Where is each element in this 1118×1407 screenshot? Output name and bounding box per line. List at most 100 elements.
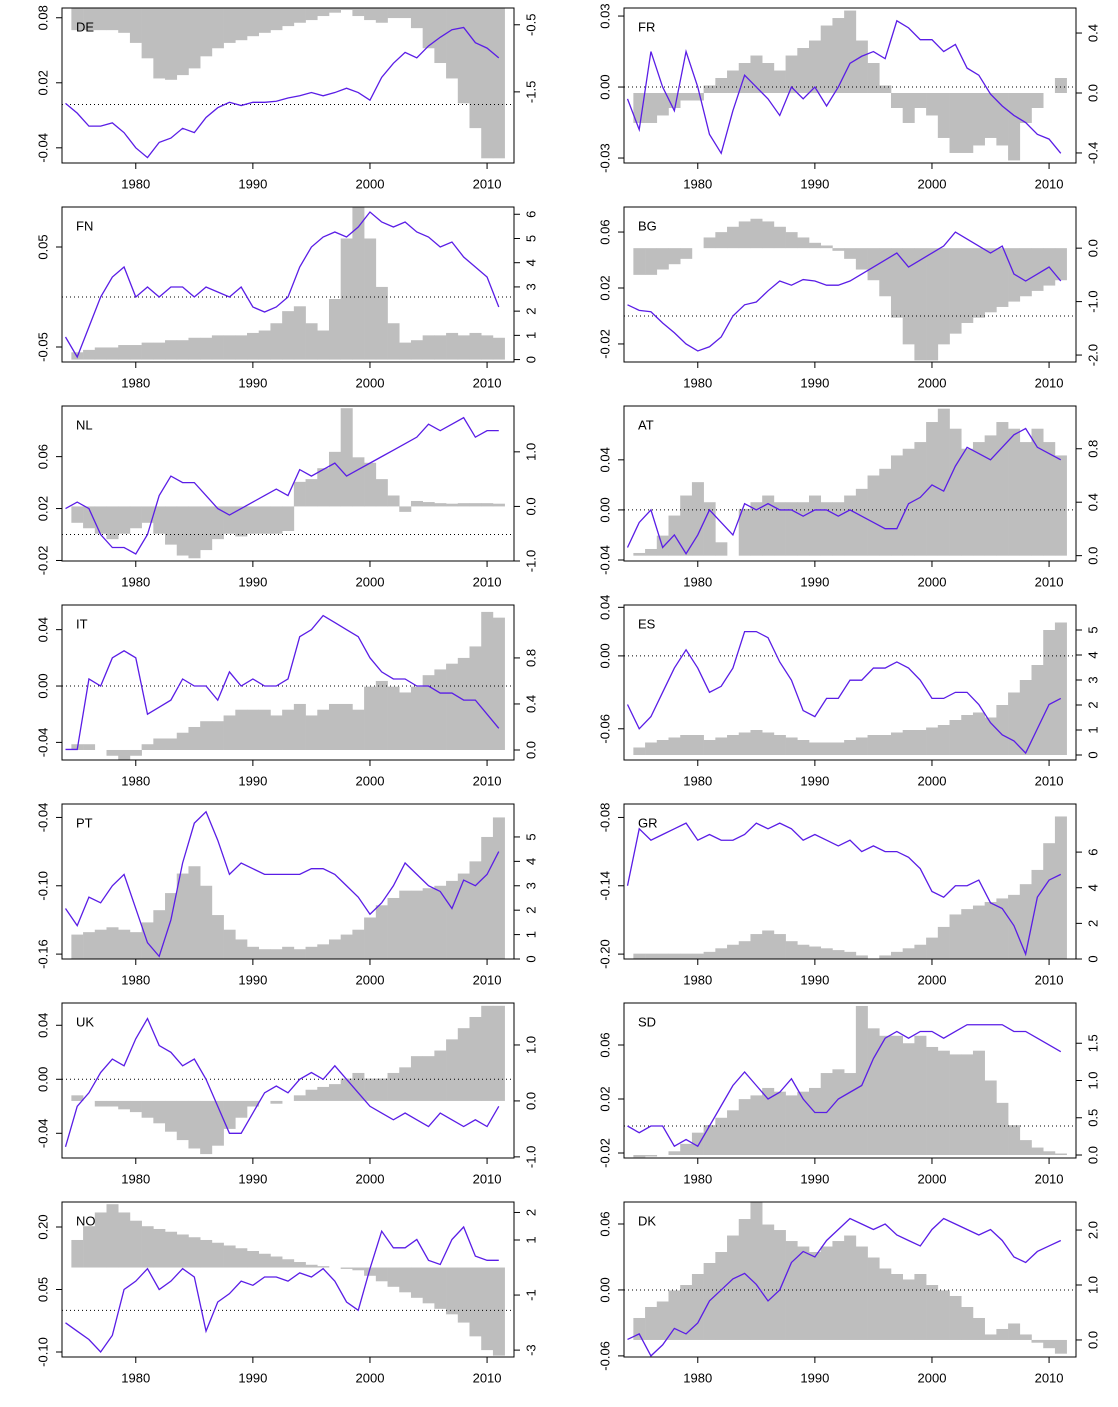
bar [118, 1100, 131, 1110]
bar [410, 1056, 423, 1101]
bar [633, 92, 646, 123]
bar [118, 929, 131, 959]
y-tick-label: 0.04 [597, 595, 612, 620]
y2-tick-label: 4 [1085, 884, 1100, 891]
line [64, 810, 500, 958]
y-tick-label: 0.05 [35, 234, 50, 259]
bar [282, 1259, 295, 1268]
bar [106, 927, 119, 959]
bar [270, 1256, 283, 1268]
bar [83, 506, 96, 529]
bar [457, 335, 470, 360]
bar [235, 709, 248, 750]
y-tick-label: -0.02 [597, 329, 612, 359]
bar [984, 92, 997, 138]
y2-tick-label: 0.0 [1085, 1331, 1100, 1349]
bar [340, 238, 353, 360]
bar [317, 709, 330, 750]
bar [738, 221, 751, 249]
bar [200, 1100, 213, 1155]
bar [1019, 92, 1032, 123]
bar [727, 1110, 740, 1156]
bar [633, 953, 646, 959]
bar [188, 1100, 201, 1149]
bar [223, 8, 236, 43]
bar [914, 92, 927, 108]
bar [176, 1234, 189, 1268]
bar [317, 8, 330, 17]
bar [352, 1072, 365, 1101]
bar [1008, 248, 1021, 302]
bar [387, 495, 400, 507]
bar [984, 1080, 997, 1156]
bar [937, 1290, 950, 1340]
y2-tick-label: 1.0 [1085, 1276, 1100, 1294]
bar [750, 730, 763, 755]
bar [773, 502, 786, 556]
bar [879, 1035, 892, 1156]
y2-tick-label: -1 [523, 1289, 538, 1301]
bar [387, 897, 400, 959]
bar [961, 909, 974, 959]
bar [153, 8, 166, 79]
bar [340, 1267, 353, 1269]
bar [680, 953, 693, 959]
bar [949, 720, 962, 755]
bar [984, 1334, 997, 1340]
x-tick-label: 2010 [473, 1370, 502, 1385]
y-tick-label: -0.04 [35, 133, 50, 163]
bar [247, 1251, 260, 1268]
bar [715, 542, 728, 556]
y-tick-label: -0.04 [35, 1118, 50, 1148]
bar [844, 495, 857, 556]
y2-tick-label: 1 [523, 1236, 538, 1243]
bar [83, 8, 96, 31]
bar [738, 732, 751, 755]
bar [305, 479, 318, 507]
bar [727, 70, 740, 93]
bar [691, 953, 704, 959]
bar [293, 8, 306, 23]
bar [680, 92, 693, 101]
bar [235, 506, 248, 537]
panel-label: UK [76, 1014, 94, 1029]
bar [317, 944, 330, 959]
bar [469, 861, 482, 959]
bar [223, 1245, 236, 1268]
bar [809, 242, 822, 249]
y-tick-label: 0.02 [597, 275, 612, 300]
bar [855, 1005, 868, 1156]
bar [375, 286, 388, 360]
bar [188, 506, 201, 559]
bar [738, 1219, 751, 1340]
bar [258, 506, 271, 534]
bar [235, 8, 248, 41]
y2-tick-label: 0.0 [1085, 1146, 1100, 1164]
bar [258, 330, 271, 360]
bar [937, 926, 950, 959]
x-tick-label: 1990 [800, 972, 829, 987]
bar [773, 226, 786, 249]
bar [633, 1155, 646, 1158]
y2-tick-label: 0 [1085, 751, 1100, 758]
bar [844, 10, 857, 93]
y2-tick-label: 0.0 [1085, 547, 1100, 565]
y2-tick-label: 0.4 [523, 695, 538, 713]
y2-tick-label: -0.4 [1085, 142, 1100, 164]
bar [645, 248, 658, 275]
bar [200, 337, 213, 360]
x-tick-label: 1980 [683, 574, 712, 589]
line [626, 427, 1062, 555]
bar [305, 715, 318, 750]
y2-tick-label: 0 [1085, 955, 1100, 962]
bar [223, 715, 236, 750]
x-tick-label: 1980 [121, 773, 150, 788]
bar [996, 92, 1009, 146]
y2-tick-label: 1 [523, 332, 538, 339]
bar [340, 8, 353, 11]
bar [715, 948, 728, 959]
bar [926, 1284, 939, 1340]
x-tick-label: 2000 [918, 1171, 947, 1186]
bar [211, 335, 224, 360]
x-tick-label: 2010 [473, 574, 502, 589]
